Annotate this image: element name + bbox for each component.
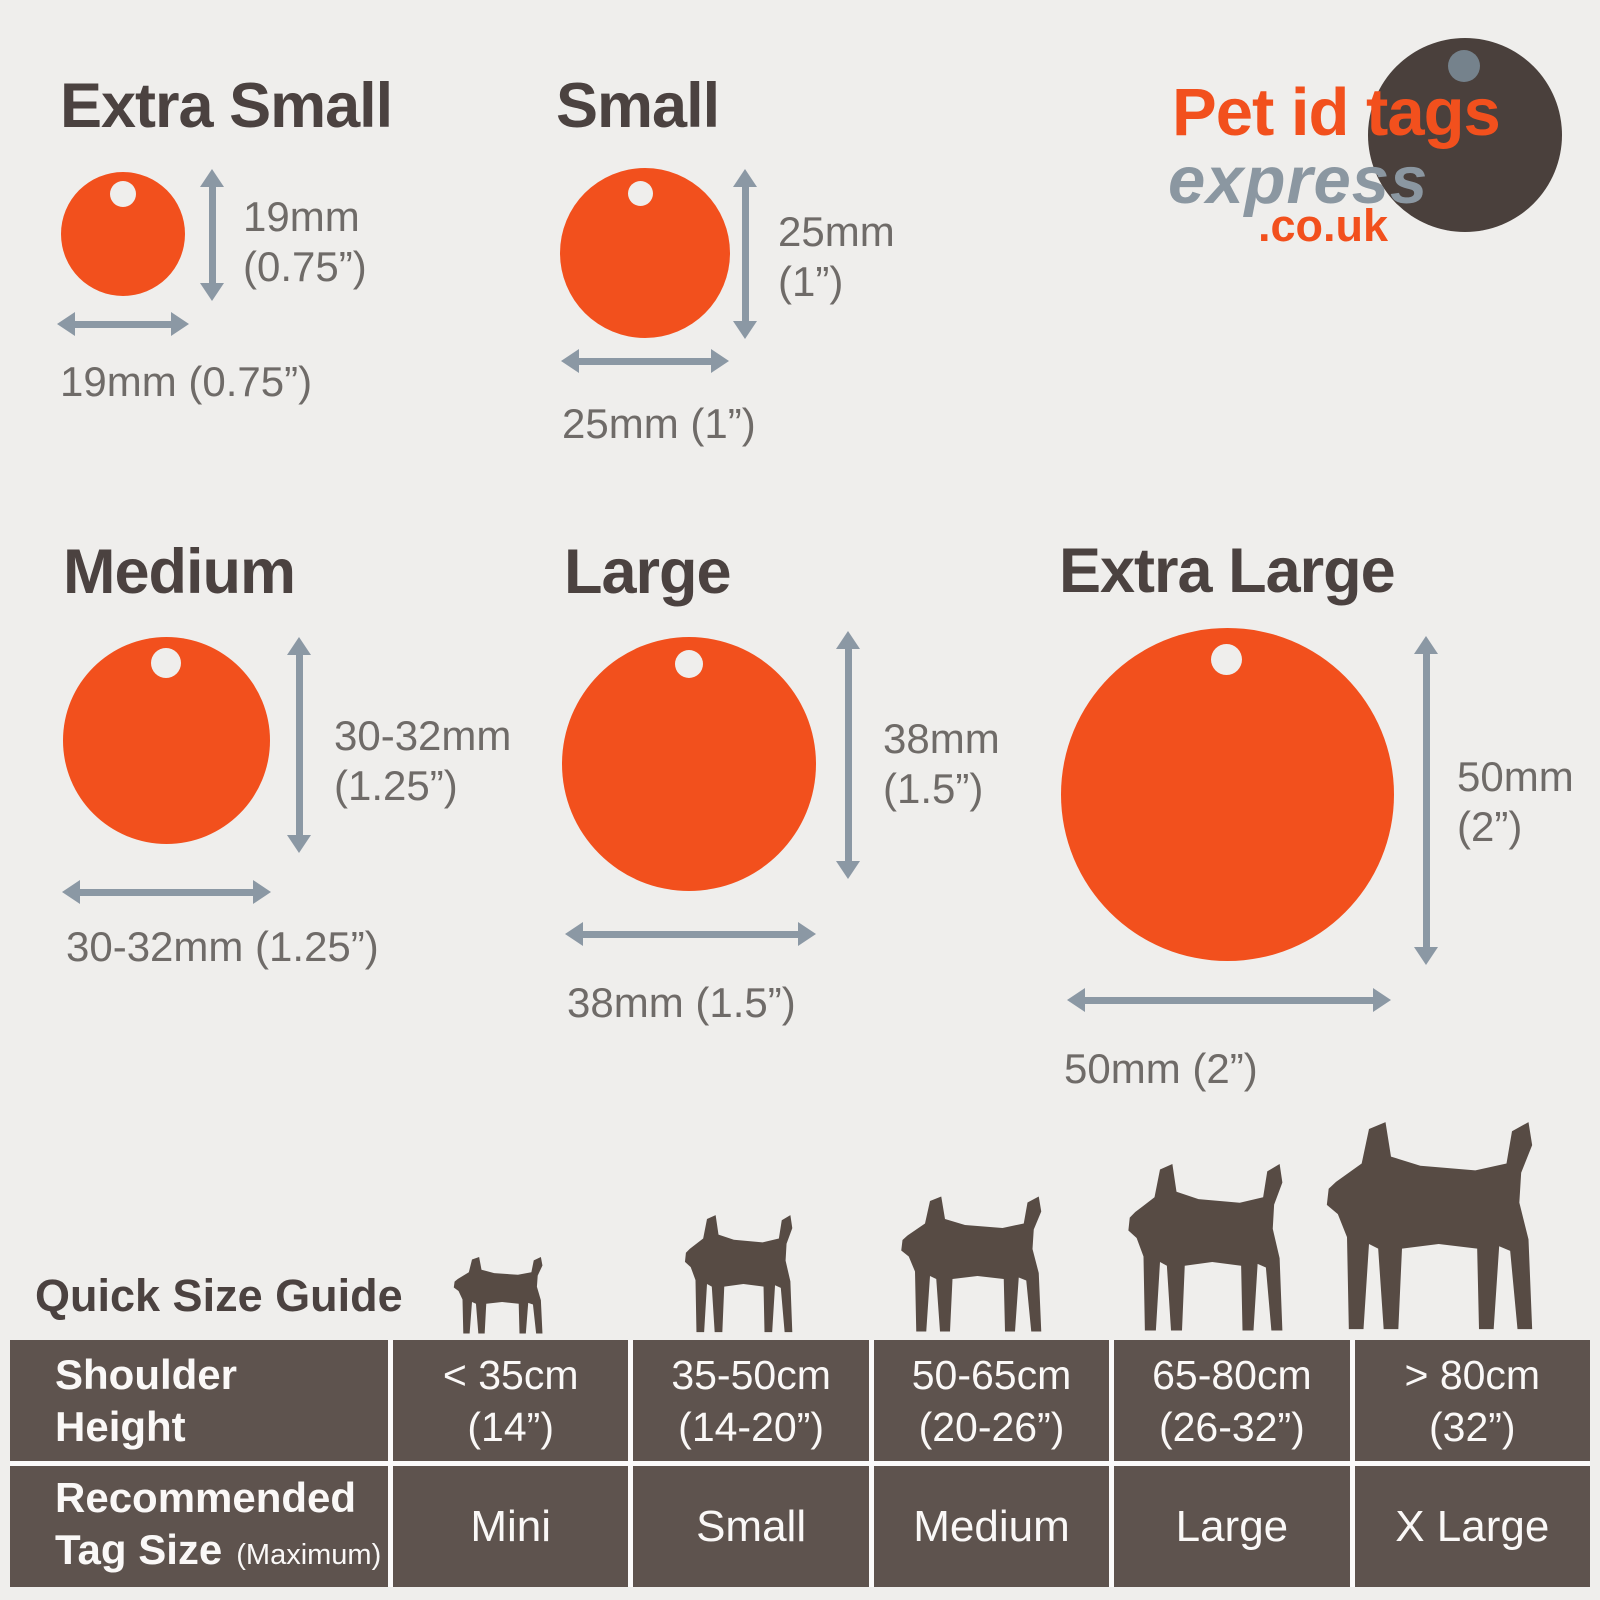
width-dimension: 30-32mm (1.25”) <box>66 923 379 970</box>
logo-text-couk: .co.uk <box>1258 200 1389 251</box>
tag-title-medium: Medium <box>63 537 296 607</box>
tag-circle-medium <box>63 637 270 844</box>
table-cell-shoulder-5: > 80cm (32”) <box>1354 1340 1590 1461</box>
width-dimension: 38mm (1.5”) <box>567 979 796 1026</box>
tag-hole-icon <box>675 650 703 678</box>
dog-silhouette-icon-small <box>684 1206 799 1336</box>
dog-silhouette-icon-x-large <box>1325 1106 1545 1336</box>
table-cell-shoulder-2: 35-50cm (14-20”) <box>633 1340 869 1461</box>
quick-size-guide-title: Quick Size Guide <box>35 1270 403 1321</box>
table-cell-tagsize-4: Large <box>1114 1466 1350 1587</box>
width-arrow-icon <box>62 880 271 904</box>
dog-silhouette-icon-medium <box>900 1186 1050 1336</box>
table-row-header-recommended-tag-size: Recommended Tag Size (Maximum) <box>10 1466 388 1587</box>
logo-tag-hole-icon <box>1448 50 1480 82</box>
tag-hole-icon <box>151 648 181 678</box>
tag-circle-extra-small <box>61 172 185 296</box>
dog-silhouette-icon-large <box>1127 1151 1292 1336</box>
tag-title-small: Small <box>556 71 720 141</box>
tag-hole-icon <box>110 181 136 207</box>
height-arrow-icon <box>733 169 757 339</box>
width-arrow-icon <box>57 312 189 336</box>
table-cell-tagsize-5: X Large <box>1354 1466 1590 1587</box>
height-dimension: 38mm (1.5”) <box>883 715 1000 812</box>
logo-tag-circle-icon <box>1368 38 1562 232</box>
height-dimension: 19mm (0.75”) <box>243 193 367 290</box>
table-cell-tagsize-3: Medium <box>873 1466 1110 1587</box>
tag-title-large: Large <box>564 537 732 607</box>
logo-text-express: express <box>1168 143 1429 218</box>
height-arrow-icon <box>200 169 224 301</box>
width-dimension: 19mm (0.75”) <box>60 358 313 405</box>
table-cell-tagsize-2: Small <box>633 1466 869 1587</box>
table-header-note: (Maximum) <box>236 1539 382 1571</box>
table-cell-shoulder-4: 65-80cm (26-32”) <box>1114 1340 1350 1461</box>
tag-circle-large <box>562 637 816 891</box>
size-guide-table: Shoulder Height < 35cm (14”) 35-50cm (14… <box>10 1340 1590 1587</box>
width-arrow-icon <box>561 349 729 373</box>
height-arrow-icon <box>836 631 860 879</box>
height-arrow-icon <box>287 637 311 853</box>
table-cell-tagsize-1: Mini <box>393 1466 629 1587</box>
height-dimension: 30-32mm (1.25”) <box>334 712 512 809</box>
logo-text-pet-id-tags: Pet id tags <box>1172 75 1501 150</box>
tag-circle-small <box>560 168 730 338</box>
table-row-header-shoulder-height: Shoulder Height <box>10 1340 388 1461</box>
height-dimension: 50mm (2”) <box>1457 753 1574 850</box>
table-cell-shoulder-1: < 35cm (14”) <box>393 1340 629 1461</box>
height-arrow-icon <box>1414 636 1438 965</box>
tag-circle-extra-large <box>1061 628 1394 961</box>
tag-title-extra-small: Extra Small <box>60 71 393 141</box>
width-arrow-icon <box>565 922 816 946</box>
width-arrow-icon <box>1067 988 1391 1012</box>
table-cell-shoulder-3: 50-65cm (20-26”) <box>873 1340 1110 1461</box>
height-dimension: 25mm (1”) <box>778 208 895 305</box>
tag-title-extra-large: Extra Large <box>1059 536 1396 606</box>
dog-silhouette-icon-mini <box>453 1251 548 1336</box>
width-dimension: 25mm (1”) <box>562 400 756 447</box>
tag-hole-icon <box>628 181 653 206</box>
tag-hole-icon <box>1211 644 1242 675</box>
width-dimension: 50mm (2”) <box>1064 1045 1258 1092</box>
